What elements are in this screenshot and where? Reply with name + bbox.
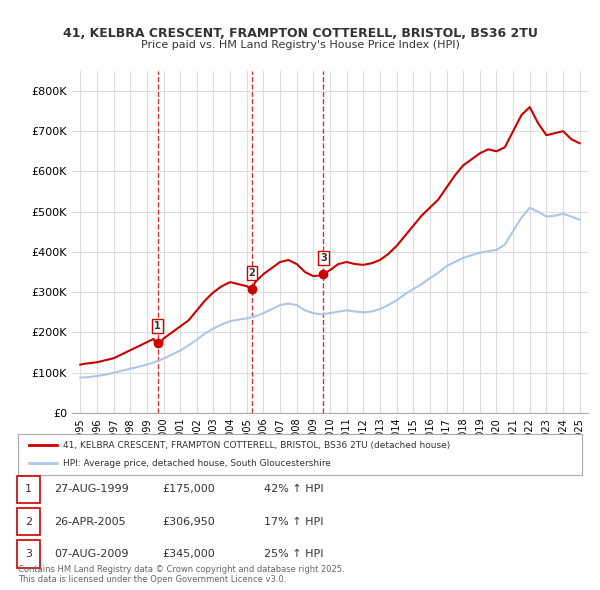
Text: 3: 3 (25, 549, 32, 559)
Text: 2: 2 (25, 517, 32, 526)
Text: 3: 3 (320, 253, 327, 263)
Text: 2: 2 (249, 268, 256, 278)
Text: 41, KELBRA CRESCENT, FRAMPTON COTTERELL, BRISTOL, BS36 2TU: 41, KELBRA CRESCENT, FRAMPTON COTTERELL,… (62, 27, 538, 40)
Text: 41, KELBRA CRESCENT, FRAMPTON COTTERELL, BRISTOL, BS36 2TU (detached house): 41, KELBRA CRESCENT, FRAMPTON COTTERELL,… (63, 441, 451, 450)
Text: £345,000: £345,000 (162, 549, 215, 559)
Text: £175,000: £175,000 (162, 484, 215, 494)
Text: Price paid vs. HM Land Registry's House Price Index (HPI): Price paid vs. HM Land Registry's House … (140, 40, 460, 50)
Text: 17% ↑ HPI: 17% ↑ HPI (264, 517, 323, 526)
Text: 1: 1 (154, 322, 161, 331)
Text: Contains HM Land Registry data © Crown copyright and database right 2025.
This d: Contains HM Land Registry data © Crown c… (18, 565, 344, 584)
Text: £306,950: £306,950 (162, 517, 215, 526)
Text: 25% ↑ HPI: 25% ↑ HPI (264, 549, 323, 559)
Text: 26-APR-2005: 26-APR-2005 (54, 517, 125, 526)
Text: 42% ↑ HPI: 42% ↑ HPI (264, 484, 323, 494)
Text: 07-AUG-2009: 07-AUG-2009 (54, 549, 128, 559)
Text: 27-AUG-1999: 27-AUG-1999 (54, 484, 129, 494)
Text: 1: 1 (25, 484, 32, 494)
Text: HPI: Average price, detached house, South Gloucestershire: HPI: Average price, detached house, Sout… (63, 459, 331, 468)
